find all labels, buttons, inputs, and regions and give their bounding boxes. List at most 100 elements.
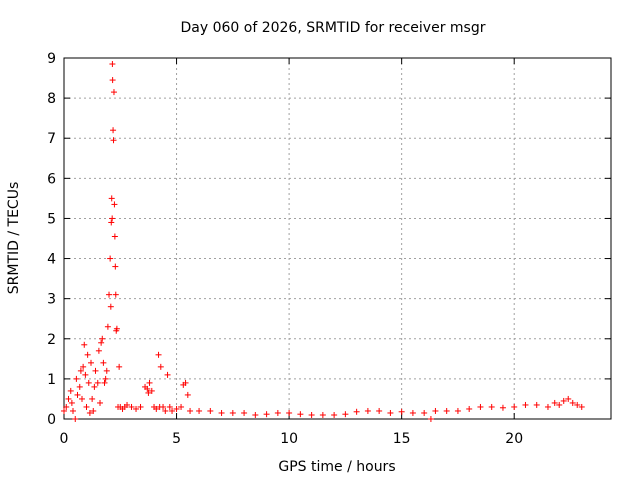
data-point	[79, 395, 86, 402]
data-point	[98, 339, 105, 346]
data-point	[63, 403, 70, 410]
data-point	[61, 407, 67, 414]
y-axis-label: SRMTID / TECUs	[6, 182, 22, 295]
data-point	[103, 367, 110, 374]
data-point	[184, 391, 191, 398]
data-point	[108, 219, 115, 226]
data-point	[229, 409, 236, 416]
data-point	[427, 416, 434, 422]
data-point	[409, 409, 416, 416]
data-point	[133, 405, 140, 412]
y-tick-label: 2	[47, 332, 56, 348]
data-point	[252, 411, 259, 418]
data-point	[297, 411, 304, 418]
data-point	[111, 201, 118, 208]
data-point	[97, 399, 104, 406]
data-point	[454, 407, 461, 414]
data-point	[145, 389, 152, 396]
data-point	[432, 407, 439, 414]
data-point	[80, 363, 87, 370]
data-point	[155, 351, 162, 358]
data-point	[67, 387, 74, 394]
data-point	[112, 291, 119, 298]
data-point	[263, 411, 270, 418]
data-point	[106, 291, 113, 298]
data-point	[421, 409, 428, 416]
data-point	[560, 397, 567, 404]
data-point	[153, 405, 160, 412]
data-point	[488, 403, 495, 410]
data-point	[207, 407, 214, 414]
data-point	[164, 371, 171, 378]
data-point	[109, 61, 116, 68]
plot-frame	[63, 57, 612, 420]
data-point	[182, 379, 189, 386]
data-point	[99, 335, 106, 342]
data-point	[157, 363, 164, 370]
data-point	[113, 325, 120, 332]
data-point	[112, 263, 119, 270]
y-tick-label: 6	[47, 171, 56, 187]
data-point	[94, 379, 101, 386]
data-point	[187, 407, 194, 414]
data-point	[81, 341, 88, 348]
data-point	[166, 403, 173, 410]
data-point	[364, 407, 371, 414]
data-point	[148, 387, 155, 394]
data-point	[110, 137, 117, 144]
data-point	[76, 383, 83, 390]
data-point	[569, 399, 576, 406]
grid-layer	[64, 58, 611, 419]
data-point	[102, 375, 109, 382]
data-point	[107, 255, 114, 262]
data-point	[466, 405, 473, 412]
data-point	[477, 403, 484, 410]
x-tick-label: 15	[393, 431, 411, 447]
data-point	[565, 395, 572, 402]
data-points	[61, 61, 585, 422]
data-point	[95, 347, 102, 354]
data-point	[108, 195, 115, 202]
data-point	[146, 379, 153, 386]
data-point	[83, 403, 90, 410]
y-tick-label: 7	[47, 131, 56, 147]
data-point	[511, 403, 518, 410]
data-point	[92, 367, 99, 374]
data-point	[128, 403, 135, 410]
data-point	[169, 407, 176, 414]
data-point	[286, 409, 293, 416]
data-point	[218, 409, 225, 416]
data-point	[110, 89, 117, 96]
data-point	[124, 401, 131, 408]
x-tick-label: 5	[172, 431, 181, 447]
y-tick-label: 5	[47, 211, 56, 227]
data-point	[100, 359, 107, 366]
data-point	[331, 411, 338, 418]
data-point	[387, 409, 394, 416]
data-point	[70, 407, 77, 414]
data-point	[522, 401, 529, 408]
y-tick-label: 1	[47, 372, 56, 388]
data-point	[107, 303, 114, 310]
data-point	[86, 409, 93, 416]
data-point	[443, 407, 450, 414]
data-point	[342, 411, 349, 418]
data-point	[101, 379, 108, 386]
data-point	[137, 403, 144, 410]
data-point	[72, 416, 79, 422]
data-point	[90, 407, 97, 414]
data-point	[353, 408, 360, 415]
data-point	[109, 215, 116, 222]
data-point	[144, 385, 151, 392]
data-point	[68, 399, 75, 406]
y-tick-label: 3	[47, 292, 56, 308]
data-point	[178, 403, 185, 410]
data-point	[116, 363, 123, 370]
data-point	[109, 77, 116, 84]
data-point	[551, 399, 558, 406]
data-point	[376, 407, 383, 414]
data-point	[82, 371, 89, 378]
data-point	[110, 127, 117, 134]
x-tick-label: 20	[505, 431, 523, 447]
